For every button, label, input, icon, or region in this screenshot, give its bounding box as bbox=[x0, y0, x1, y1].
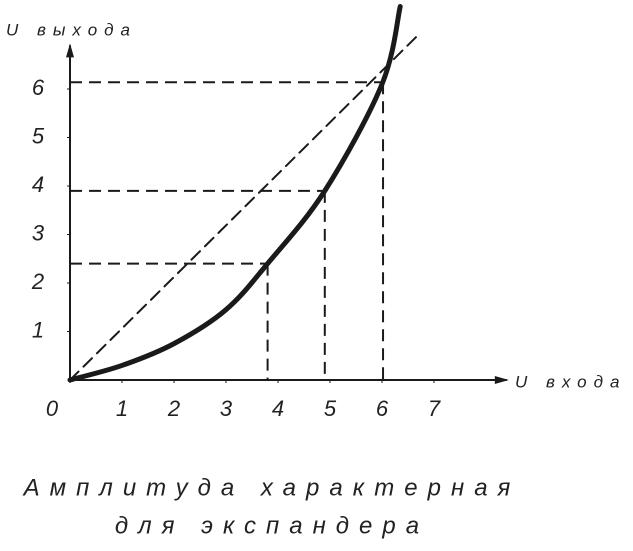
x-tick-label: 4 bbox=[272, 396, 284, 421]
y-tick-label: 4 bbox=[32, 172, 44, 197]
x-tick-label: 6 bbox=[376, 396, 389, 421]
y-axis-label: U выхода bbox=[6, 20, 137, 39]
y-axis-arrow bbox=[66, 43, 74, 58]
x-tick-label: 3 bbox=[220, 396, 233, 421]
y-tick-label: 6 bbox=[32, 75, 45, 100]
x-tick-label: 0 bbox=[46, 396, 59, 421]
x-axis-label: U входа bbox=[515, 372, 627, 391]
y-tick-label: 1 bbox=[32, 317, 44, 342]
y-tick-label: 2 bbox=[31, 269, 44, 294]
x-axis-arrow bbox=[494, 376, 509, 384]
x-tick-label: 5 bbox=[324, 396, 337, 421]
reference-line bbox=[69, 32, 421, 381]
y-tick-label: 5 bbox=[32, 123, 45, 148]
x-tick-label: 2 bbox=[167, 396, 180, 421]
x-tick-label: 1 bbox=[116, 396, 128, 421]
x-tick-label: 7 bbox=[428, 396, 441, 421]
caption-line: для экспандера bbox=[115, 512, 429, 539]
caption-line: Амплитуда характерная bbox=[22, 474, 521, 501]
curve bbox=[67, 4, 403, 383]
y-tick-label: 3 bbox=[32, 220, 45, 245]
